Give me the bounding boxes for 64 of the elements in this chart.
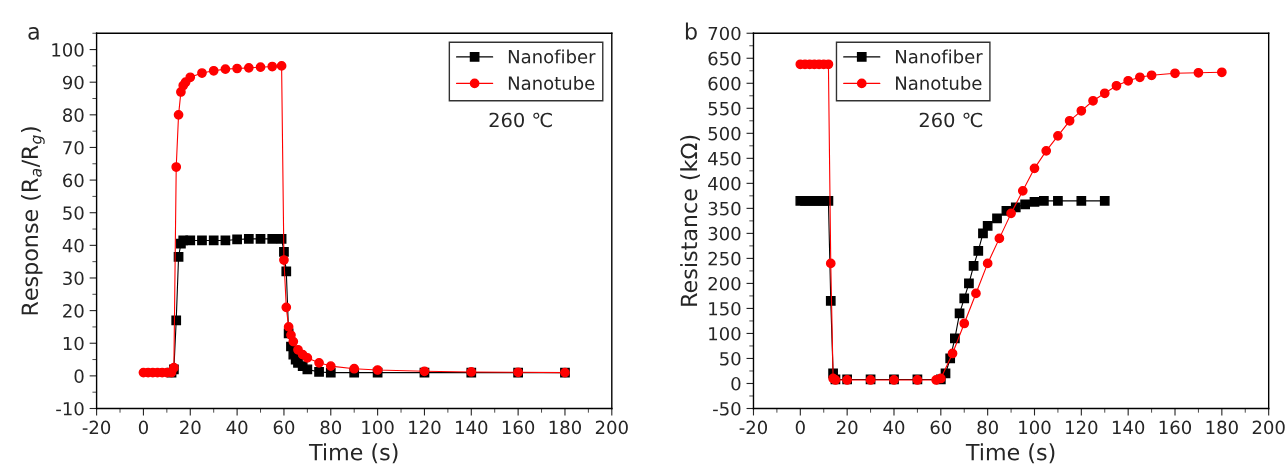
x-tick-label: 20 [180, 420, 201, 435]
x-tick-label: 120 [1066, 420, 1098, 435]
legend-label: Nanofiber [508, 49, 596, 64]
y-tick-label: 0 [74, 369, 84, 383]
y-tick-label: -50 [713, 401, 741, 416]
legend-label: Nanotube [508, 76, 595, 90]
x-tick-label: 20 [836, 420, 858, 435]
annotation: 260 ℃ [489, 112, 552, 128]
y-tick-label: 20 [63, 304, 84, 318]
x-tick-label: -20 [82, 420, 111, 435]
y-tick-label: 450 [708, 151, 741, 166]
y-tick-label: 350 [708, 201, 741, 216]
x-tick-label: 200 [1252, 420, 1285, 435]
y-tick-label: 50 [720, 351, 741, 366]
x-axis-title: Time (s) [965, 443, 1055, 464]
y-tick-label: 30 [63, 271, 84, 286]
legend-label: Nanofiber [896, 49, 983, 64]
x-tick-label: 80 [320, 420, 342, 435]
annotation: 260 ℃ [919, 112, 983, 128]
x-tick-label: 200 [595, 420, 628, 435]
y-tick-label: 550 [708, 101, 741, 116]
y-tick-label: 500 [708, 126, 741, 141]
y-tick-label: 700 [708, 26, 741, 41]
y-axis-title: Resistance (kΩ) [680, 135, 700, 306]
x-tick-label: 0 [795, 420, 805, 435]
x-tick-label: 80 [977, 420, 998, 435]
chart-title: a [28, 26, 39, 40]
y-tick-label: 50 [63, 206, 84, 220]
y-tick-label: 0 [731, 376, 741, 391]
y-tick-label: 40 [62, 238, 84, 253]
x-tick-label: 140 [456, 420, 488, 435]
y-tick-label: 300 [708, 226, 741, 241]
y-tick-label: 200 [708, 276, 741, 291]
y-tick-label: 150 [709, 301, 741, 316]
y-tick-label: 80 [63, 108, 84, 122]
x-tick-label: 160 [1159, 420, 1192, 435]
x-tick-label: 180 [549, 420, 581, 435]
x-tick-label: 60 [930, 420, 952, 435]
x-tick-label: 40 [883, 420, 905, 435]
legend-label: Nanotube [896, 76, 982, 90]
y-tick-label: 100 [709, 326, 741, 341]
x-tick-label: 180 [1206, 420, 1238, 435]
y-tick-label: 250 [708, 251, 741, 266]
x-axis-title: Time (s) [308, 443, 398, 464]
x-tick-label: -20 [739, 420, 768, 435]
y-tick-label: 600 [708, 76, 741, 91]
x-tick-label: 100 [362, 420, 394, 435]
x-tick-label: 160 [502, 420, 535, 435]
y-tick-label: 90 [62, 75, 84, 90]
y-tick-label: 400 [708, 176, 741, 191]
y-tick-label: 650 [708, 51, 741, 66]
x-tick-label: 0 [138, 420, 148, 435]
y-axis-title: Response (R$_{a}$/R$_{g}$) [21, 127, 45, 315]
y-tick-label: 70 [63, 140, 84, 155]
x-tick-label: 100 [1019, 420, 1051, 435]
x-tick-label: 140 [1112, 420, 1145, 435]
y-tick-label: -10 [56, 401, 84, 416]
y-tick-label: 10 [63, 336, 84, 351]
x-tick-label: 40 [226, 420, 248, 435]
x-tick-label: 120 [409, 420, 441, 435]
y-tick-label: 60 [63, 173, 84, 188]
x-tick-label: 60 [273, 420, 295, 435]
y-tick-label: 100 [52, 43, 84, 57]
chart-title: b [685, 22, 697, 40]
